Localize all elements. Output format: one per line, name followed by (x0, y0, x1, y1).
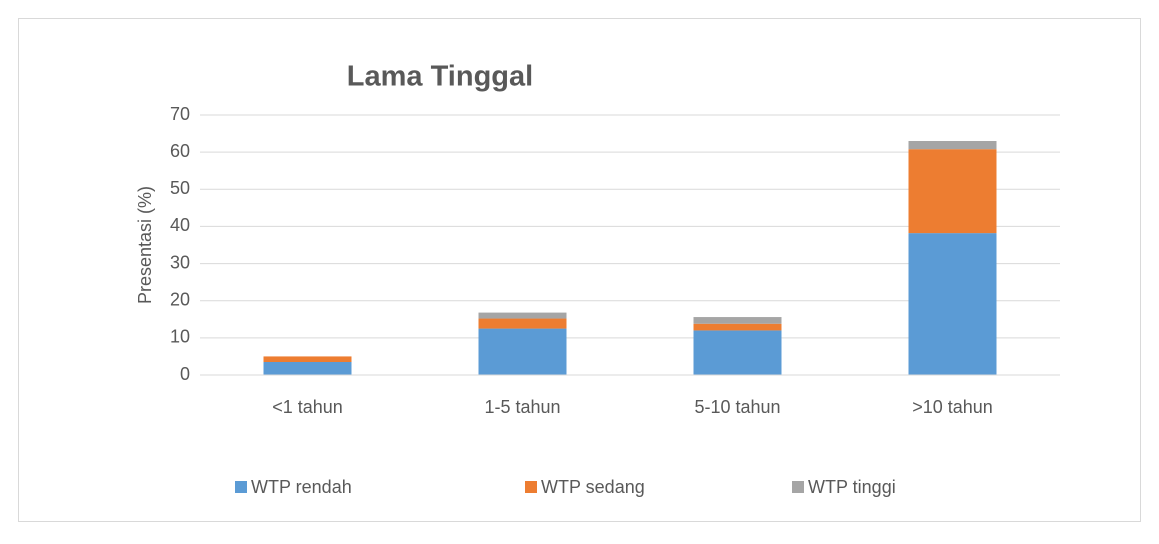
bar-segment (693, 330, 782, 375)
y-axis-label: Presentasi (%) (135, 186, 155, 304)
bar-segment (693, 323, 782, 331)
legend-swatch (525, 481, 537, 493)
x-tick-label: 5-10 tahun (694, 397, 780, 417)
bar-segment (263, 362, 352, 375)
legend-swatch (235, 481, 247, 493)
y-tick-label: 60 (170, 141, 190, 161)
y-tick-label: 0 (180, 364, 190, 384)
x-tick-label: 1-5 tahun (484, 397, 560, 417)
x-tick-label: <1 tahun (272, 397, 343, 417)
legend-label: WTP tinggi (808, 477, 896, 497)
bar-segment (693, 317, 782, 324)
bar-segment (908, 233, 997, 375)
y-tick-label: 10 (170, 327, 190, 347)
legend-label: WTP rendah (251, 477, 352, 497)
bar-segment (478, 318, 567, 329)
bar-segment (478, 328, 567, 375)
bar-segment (478, 312, 567, 319)
chart-title: Lama Tinggal (347, 61, 533, 93)
bar-segment (263, 356, 352, 362)
legend-label: WTP sedang (541, 477, 645, 497)
x-tick-label: >10 tahun (912, 397, 993, 417)
legend-swatch (792, 481, 804, 493)
bar-segment (908, 141, 997, 150)
y-tick-label: 70 (170, 104, 190, 124)
y-tick-label: 40 (170, 215, 190, 235)
bar-segment (908, 149, 997, 234)
y-tick-label: 50 (170, 178, 190, 198)
y-tick-label: 20 (170, 289, 190, 309)
y-tick-label: 30 (170, 252, 190, 272)
